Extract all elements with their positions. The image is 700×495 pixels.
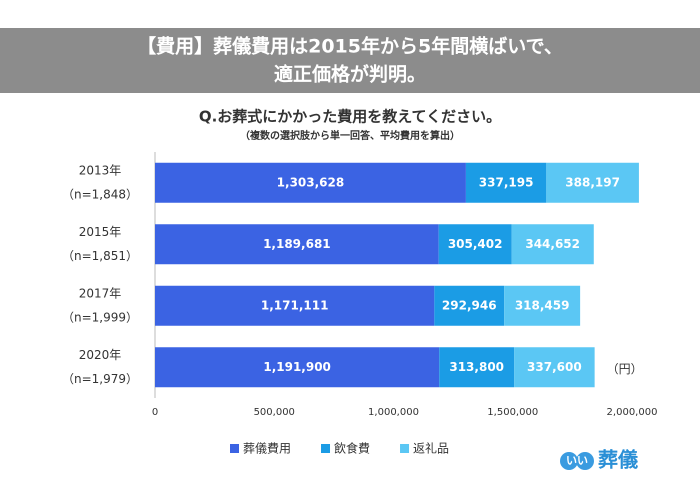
chart-subtitle: （複数の選択肢から単一回答、平均費用を算出） bbox=[240, 129, 460, 142]
bar-segment bbox=[155, 285, 435, 326]
bar-segment bbox=[514, 347, 595, 388]
value-label: 388,197 bbox=[565, 175, 620, 189]
logo-text: 葬儀 bbox=[598, 448, 638, 472]
value-label: 1,191,900 bbox=[263, 360, 331, 374]
legend-swatch bbox=[230, 444, 239, 453]
header-line: 【費用】葬儀費用は2015年から5年間横ばいで、 bbox=[137, 35, 563, 58]
legend-label: 飲食費 bbox=[334, 441, 370, 456]
bar-segment bbox=[155, 162, 466, 203]
value-label: 1,303,628 bbox=[277, 175, 345, 189]
bar-segment bbox=[504, 285, 581, 326]
y-tick-label: 2013年 bbox=[79, 163, 122, 177]
legend-swatch bbox=[400, 444, 410, 453]
logo-circle bbox=[576, 452, 594, 470]
legend-label: 葬儀費用 bbox=[243, 441, 291, 456]
value-label: 344,652 bbox=[525, 237, 580, 251]
chart-title: Q.お葬式にかかった費用を教えてください。 bbox=[199, 108, 501, 126]
bar-segment bbox=[465, 162, 547, 203]
sample-size: （n=1,999） bbox=[62, 310, 138, 324]
value-label: 337,600 bbox=[527, 360, 582, 374]
y-tick-label: 2020年 bbox=[79, 348, 122, 362]
legend-swatch bbox=[321, 444, 331, 453]
header-line: 適正価格が判明。 bbox=[274, 63, 426, 86]
value-label: 1,189,681 bbox=[263, 237, 331, 251]
value-label: 292,946 bbox=[442, 298, 497, 312]
bar-segment bbox=[439, 347, 515, 388]
logo-circle bbox=[560, 452, 578, 470]
y-tick-label: 2017年 bbox=[79, 286, 122, 300]
value-label: 313,800 bbox=[449, 360, 504, 374]
value-label: 318,459 bbox=[515, 298, 570, 312]
legend-label: 返礼品 bbox=[413, 441, 449, 456]
bar-segment bbox=[155, 224, 439, 265]
x-tick-label: 0 bbox=[152, 407, 158, 418]
logo-circle-text: いい bbox=[566, 454, 588, 467]
x-tick-label: 1,500,000 bbox=[487, 407, 538, 418]
value-label: 337,195 bbox=[479, 175, 534, 189]
bar-segment bbox=[438, 224, 512, 265]
y-tick-label: 2015年 bbox=[79, 225, 122, 239]
value-label: 1,171,111 bbox=[261, 298, 329, 312]
bar-segment bbox=[434, 285, 505, 326]
x-tick-label: 2,000,000 bbox=[607, 407, 658, 418]
sample-size: （n=1,848） bbox=[62, 187, 138, 201]
bar-segment bbox=[546, 162, 639, 203]
bar-segment bbox=[155, 347, 440, 388]
sample-size: （n=1,979） bbox=[62, 372, 138, 386]
header-banner bbox=[0, 28, 700, 93]
unit-label: （円） bbox=[607, 362, 643, 376]
bar-segment bbox=[511, 224, 594, 265]
sample-size: （n=1,851） bbox=[62, 249, 138, 263]
value-label: 305,402 bbox=[448, 237, 503, 251]
x-tick-label: 1,000,000 bbox=[368, 407, 419, 418]
x-tick-label: 500,000 bbox=[254, 407, 295, 418]
